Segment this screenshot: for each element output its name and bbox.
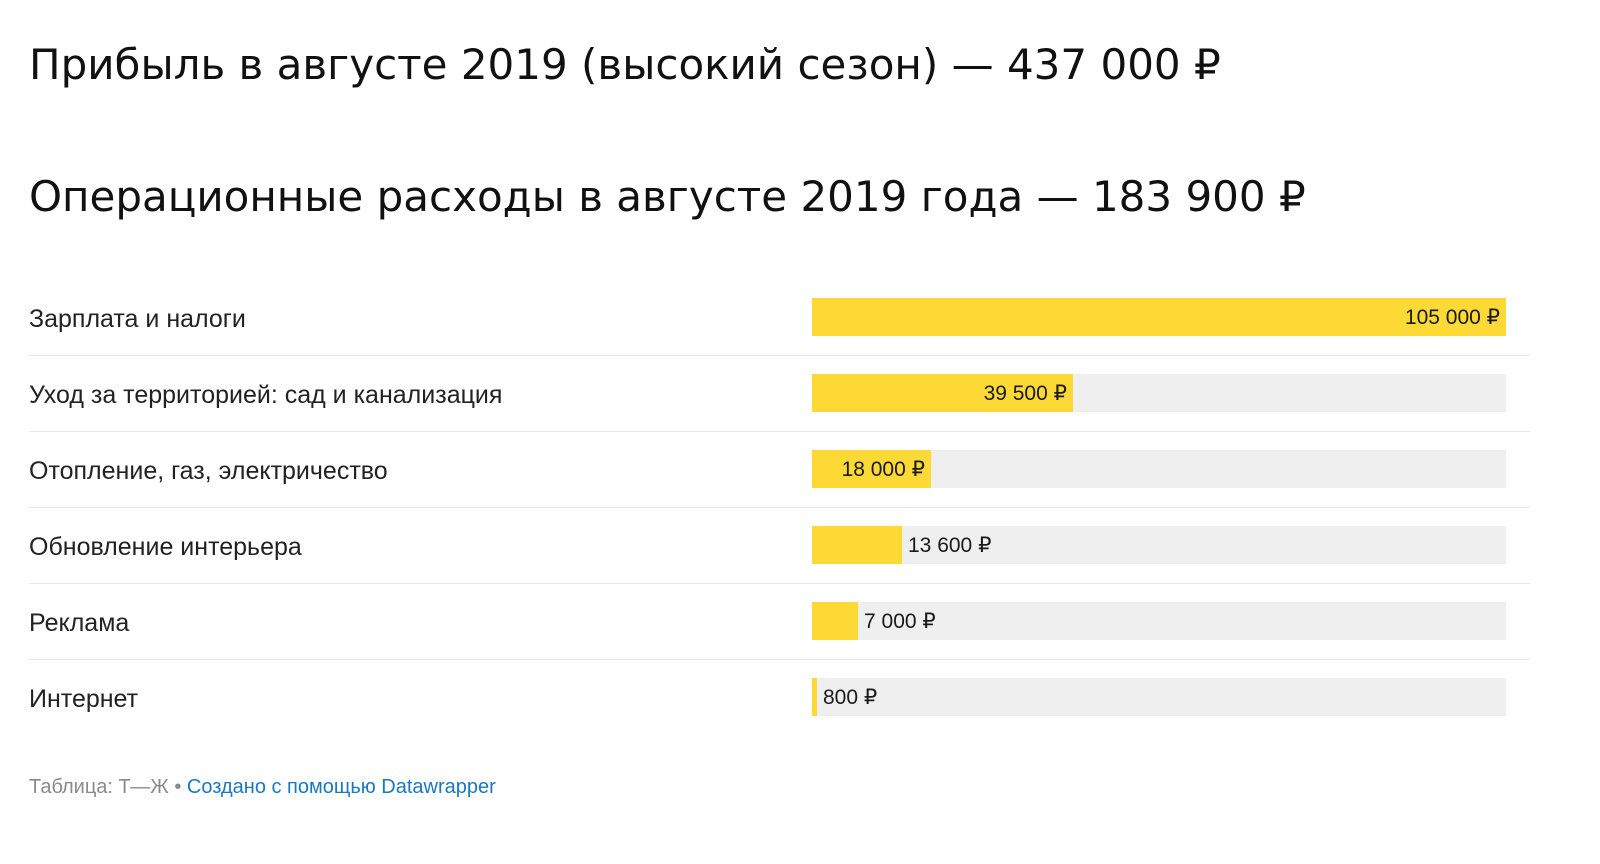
table-row: Интернет 800 ₽ xyxy=(29,660,1530,736)
bar-chart: Зарплата и налоги 105 000 ₽ Уход за террит… xyxy=(29,280,1530,736)
bar-track: 39 500 ₽ xyxy=(812,374,1506,412)
bar xyxy=(812,298,1506,336)
category-label: Интернет xyxy=(29,685,139,713)
bar xyxy=(812,374,1073,412)
bar-value-label: 13 600 ₽ xyxy=(908,534,992,557)
bar-value-label: 7 000 ₽ xyxy=(864,610,936,633)
table-row: Зарплата и налоги 105 000 ₽ xyxy=(29,280,1530,356)
bar-value-label: 105 000 ₽ xyxy=(1404,306,1500,329)
category-label: Обновление интерьера xyxy=(29,533,302,561)
bar-track: 800 ₽ xyxy=(812,678,1506,716)
bar xyxy=(812,526,902,564)
category-label: Зарплата и налоги xyxy=(29,305,246,333)
category-label: Уход за территорией: сад и канализация xyxy=(29,381,503,409)
bar-value-label: 800 ₽ xyxy=(823,686,878,709)
category-label: Реклама xyxy=(29,609,130,637)
chart-footer: Таблица: Т—Ж • Создано с помощью Datawra… xyxy=(29,776,496,799)
profit-headline: Прибыль в августе 2019 (высокий сезон) —… xyxy=(29,40,1221,89)
bar-track: 13 600 ₽ xyxy=(812,526,1506,564)
bar xyxy=(812,450,931,488)
bar-value-label: 39 500 ₽ xyxy=(983,382,1067,405)
bar-track: 7 000 ₽ xyxy=(812,602,1506,640)
footer-source: Таблица: Т—Ж xyxy=(29,776,169,798)
table-row: Обновление интерьера 13 600 ₽ xyxy=(29,508,1530,584)
table-row: Реклама 7 000 ₽ xyxy=(29,584,1530,660)
bar-value-label: 18 000 ₽ xyxy=(841,458,925,481)
bar-track: 18 000 ₽ xyxy=(812,450,1506,488)
footer-separator: • xyxy=(168,776,187,798)
table-row: Отопление, газ, электричество 18 000 ₽ xyxy=(29,432,1530,508)
bar xyxy=(812,602,858,640)
datawrapper-credit-link[interactable]: Создано с помощью Datawrapper xyxy=(186,776,496,798)
category-label: Отопление, газ, электричество xyxy=(29,457,388,485)
table-row: Уход за территорией: сад и канализация 39… xyxy=(29,356,1530,432)
chart-title: Операционные расходы в августе 2019 года… xyxy=(29,172,1306,221)
bar xyxy=(812,678,817,716)
bar-track: 105 000 ₽ xyxy=(812,298,1506,336)
